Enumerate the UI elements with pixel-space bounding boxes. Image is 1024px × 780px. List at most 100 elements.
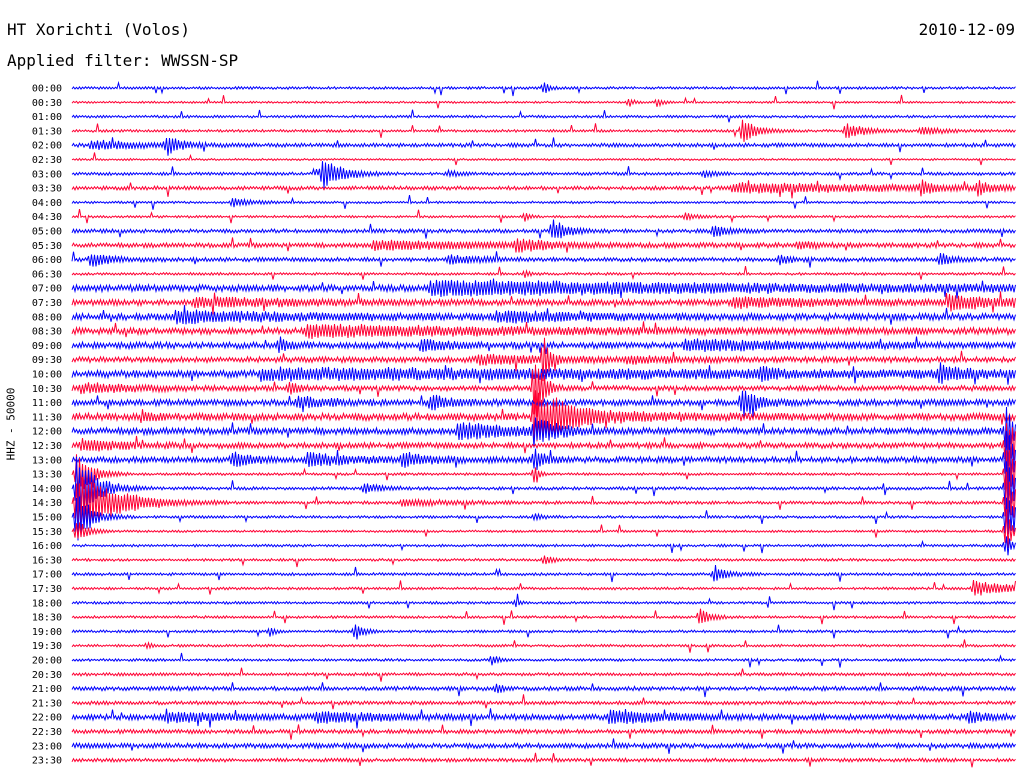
trace-line — [71, 321, 1016, 339]
time-label: 22:00 — [32, 713, 62, 724]
trace-line — [71, 94, 1016, 110]
trace-line — [71, 137, 1016, 156]
trace-line — [71, 161, 1016, 189]
time-label: 11:00 — [32, 398, 62, 409]
trace-line — [71, 708, 1016, 729]
time-label: 02:00 — [32, 141, 62, 152]
trace-line — [71, 305, 1016, 325]
trace-line — [71, 450, 1016, 499]
trace-line — [71, 406, 1016, 450]
trace-line — [71, 390, 1016, 442]
trace-line — [71, 430, 1016, 487]
trace-line — [71, 564, 1016, 583]
trace-line — [71, 724, 1016, 740]
station-title: HT Xorichti (Volos) — [7, 20, 191, 39]
trace-line — [71, 471, 1016, 527]
time-label: 07:00 — [32, 284, 62, 295]
trace-line — [71, 667, 1016, 682]
time-label: 15:00 — [32, 513, 62, 524]
time-label: 16:00 — [32, 541, 62, 552]
time-label: 21:30 — [32, 698, 62, 709]
trace-line — [71, 555, 1016, 568]
trace-line — [71, 237, 1016, 253]
time-label: 03:00 — [32, 169, 62, 180]
trace-line — [71, 219, 1016, 239]
time-label: 07:30 — [32, 298, 62, 309]
trace-line — [71, 738, 1016, 754]
trace-line — [71, 209, 1016, 224]
time-label: 22:30 — [32, 727, 62, 738]
trace-line — [71, 195, 1016, 210]
record-date: 2010-12-09 — [918, 20, 1015, 39]
time-label: 04:30 — [32, 212, 62, 223]
time-label: 06:30 — [32, 269, 62, 280]
time-label: 14:30 — [32, 498, 62, 509]
trace-line — [71, 179, 1016, 199]
time-label: 19:00 — [32, 627, 62, 638]
time-label: 05:00 — [32, 227, 62, 238]
time-label: 20:30 — [32, 670, 62, 681]
trace-line — [71, 119, 1016, 142]
time-label: 13:00 — [32, 455, 62, 466]
time-label: 09:30 — [32, 355, 62, 366]
trace-line — [71, 266, 1016, 281]
time-label: 01:00 — [32, 112, 62, 123]
time-label: 00:30 — [32, 98, 62, 109]
time-label: 15:30 — [32, 527, 62, 538]
trace-line — [71, 509, 1016, 549]
time-label: 01:30 — [32, 126, 62, 137]
trace-line — [71, 752, 1016, 768]
time-label: 14:00 — [32, 484, 62, 495]
time-label: 12:00 — [32, 427, 62, 438]
trace-line — [71, 682, 1016, 698]
time-label: 06:00 — [32, 255, 62, 266]
trace-line — [71, 251, 1016, 268]
time-label: 10:30 — [32, 384, 62, 395]
time-label: 08:00 — [32, 312, 62, 323]
trace-line — [71, 694, 1016, 710]
trace-line — [71, 337, 1016, 382]
time-label: 12:30 — [32, 441, 62, 452]
time-label: 09:00 — [32, 341, 62, 352]
time-label: 10:00 — [32, 370, 62, 381]
filter-label: Applied filter: WWSSN-SP — [7, 51, 239, 70]
time-label: 00:00 — [32, 84, 62, 95]
time-label: 02:30 — [32, 155, 62, 166]
time-label: 23:30 — [32, 756, 62, 767]
time-label: 21:00 — [32, 684, 62, 695]
trace-line — [71, 364, 1016, 417]
trace-line — [71, 536, 1016, 556]
time-label: 03:30 — [32, 184, 62, 195]
time-label: 19:30 — [32, 641, 62, 652]
trace-line — [71, 652, 1016, 668]
trace-line — [71, 278, 1016, 299]
time-label: 23:00 — [32, 741, 62, 752]
trace-line — [71, 291, 1016, 315]
trace-line — [71, 580, 1016, 596]
time-label: 16:30 — [32, 555, 62, 566]
time-label: 17:30 — [32, 584, 62, 595]
trace-line — [71, 423, 1016, 467]
trace-line — [71, 456, 1016, 512]
trace-line — [71, 390, 1016, 418]
trace-line — [71, 593, 1016, 611]
trace-line — [71, 608, 1016, 625]
time-label: 17:00 — [32, 570, 62, 581]
time-label: 18:00 — [32, 598, 62, 609]
trace-line — [71, 624, 1016, 640]
time-label: 11:30 — [32, 412, 62, 423]
trace-line — [71, 362, 1016, 385]
trace-line — [71, 109, 1016, 123]
time-label: 13:30 — [32, 470, 62, 481]
time-label: 20:00 — [32, 656, 62, 667]
time-label: 05:30 — [32, 241, 62, 252]
time-label: 04:00 — [32, 198, 62, 209]
trace-line — [71, 336, 1016, 354]
time-label: 18:30 — [32, 613, 62, 624]
trace-line — [71, 639, 1016, 653]
time-label: 08:30 — [32, 327, 62, 338]
trace-line — [71, 152, 1016, 166]
trace-line — [71, 80, 1016, 97]
trace-line — [71, 496, 1016, 541]
